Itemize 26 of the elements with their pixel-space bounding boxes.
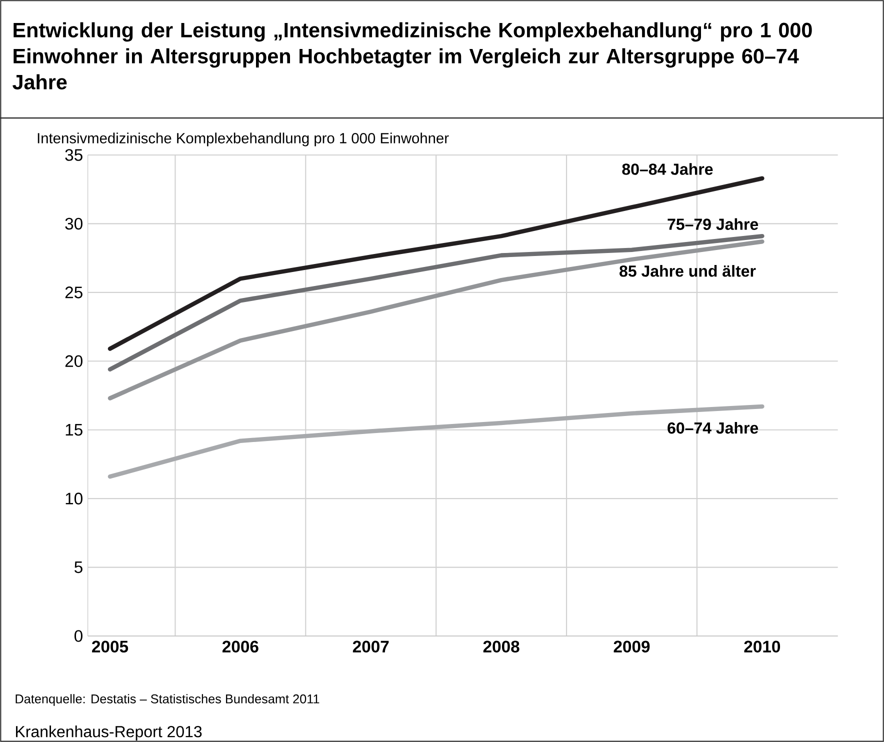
x-tick-label: 2010: [744, 640, 780, 653]
y-axis-title: Intensivmedizinische Komplexbehandlung pro 1 000 Einwohner: [38, 132, 449, 146]
x-tick-label: 2007: [352, 640, 389, 653]
text: Datenquelle: Destatis – Statistisches Bundesamt 2011: [16, 694, 320, 706]
series-label: 75–79 Jahre: [668, 218, 758, 230]
y-tick-label: 35: [65, 149, 82, 161]
x-tick-label: 2008: [483, 640, 520, 653]
y-tick-label: 5: [74, 561, 82, 574]
line-series: [108, 239, 764, 400]
line-series: [108, 234, 764, 372]
x-tick-label: 2009: [614, 640, 650, 653]
y-tick-label: 15: [66, 424, 82, 436]
line-series: [108, 404, 764, 479]
series-label: 60–74 Jahre: [668, 422, 758, 434]
line-series: [108, 176, 764, 351]
y-tick-label: 25: [65, 286, 82, 298]
text: Krankenhaus-Report 2013: [16, 726, 202, 740]
x-tick-label: 2006: [222, 640, 258, 653]
y-tick-label: 30: [65, 218, 82, 230]
y-tick-label: 20: [65, 355, 82, 368]
chart-title: Entwicklung der Leistung „Intensivmedizinische Komplexbehandlung“ pro 1 000 Einwohner in Altersgruppen Hochbetagter im Vergleich zur Altersgruppe 60–74 Jahre: [12, 22, 812, 90]
series-label: 85 Jahre und älter: [620, 265, 756, 277]
x-tick-label: 2005: [92, 640, 128, 653]
y-tick-label: 0: [74, 630, 82, 642]
series-label: 80–84 Jahre: [622, 163, 713, 175]
y-tick-label: 10: [66, 492, 82, 504]
